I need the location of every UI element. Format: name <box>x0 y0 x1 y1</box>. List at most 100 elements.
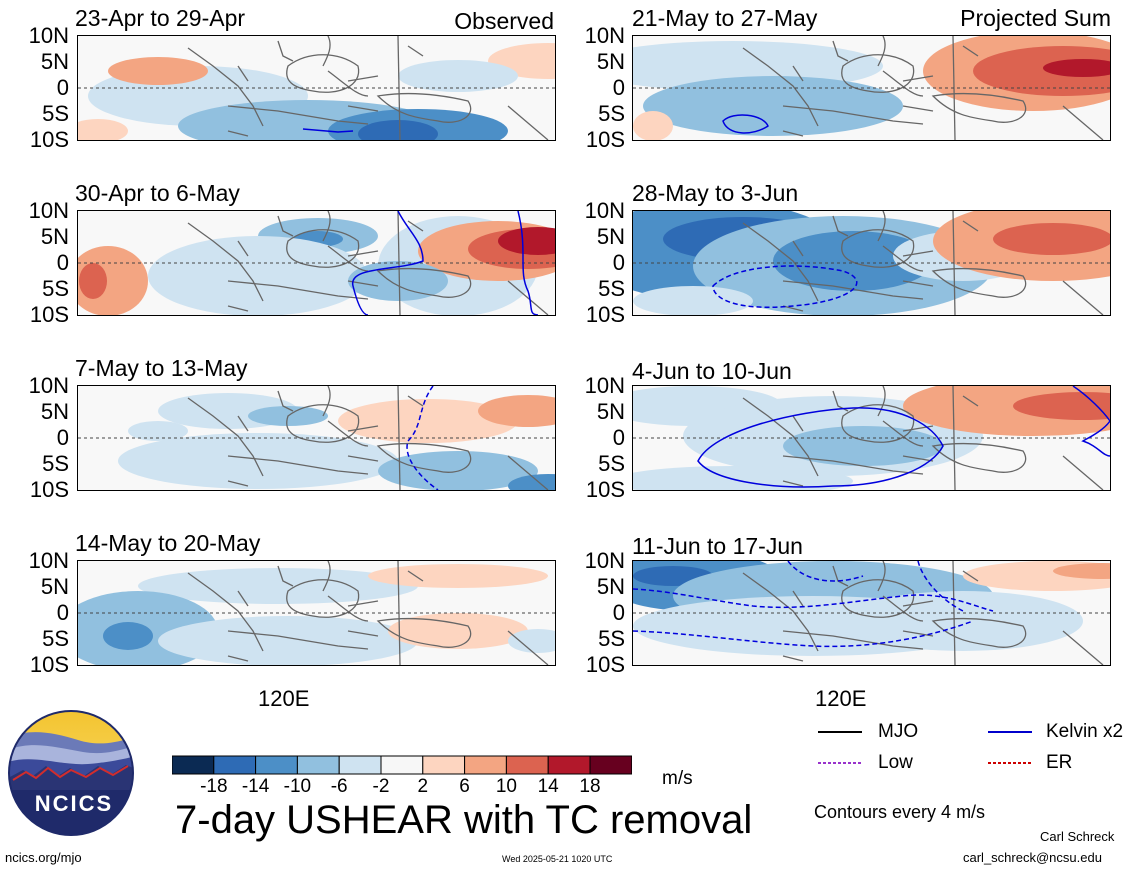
coastline <box>322 561 331 592</box>
anomaly-region <box>358 120 438 140</box>
kelvin-contour <box>633 620 974 648</box>
coastline <box>877 36 886 67</box>
coastline <box>187 222 264 302</box>
anomaly-field <box>78 564 555 665</box>
colorbar-tick-3: -6 <box>330 776 348 797</box>
coastline <box>742 47 819 127</box>
anomaly-region <box>378 451 538 490</box>
legend-label-er: ER <box>1046 752 1073 773</box>
coastline <box>347 455 379 462</box>
coastline <box>322 211 331 242</box>
coastline <box>507 455 549 490</box>
projected-label: Projected Sum <box>960 5 1111 31</box>
coastline <box>237 415 249 432</box>
coastline <box>962 220 979 232</box>
units-label: m/s <box>662 768 693 789</box>
kelvin-contour <box>302 128 354 133</box>
coastlines <box>742 36 1104 140</box>
colorbar-tick-8: 14 <box>537 776 559 797</box>
anomaly-region <box>843 591 1083 651</box>
coastline <box>782 655 804 662</box>
coastline <box>962 395 979 407</box>
coastline <box>376 617 472 648</box>
coastline <box>322 36 331 67</box>
lat-label: 10S <box>29 127 69 152</box>
panel-map-1 <box>77 35 556 141</box>
lon-label-left: 120E <box>258 686 310 711</box>
coastline <box>882 595 934 622</box>
coastline <box>237 240 249 257</box>
panel-map-4 <box>77 560 556 666</box>
anomaly-region <box>398 60 518 92</box>
coastline <box>407 220 424 232</box>
website-link[interactable]: ncics.org/mjo <box>5 850 82 865</box>
coastline <box>322 386 331 417</box>
anomaly-region <box>478 395 555 427</box>
colorbar-swatch-0 <box>172 755 215 775</box>
coastline <box>742 572 819 652</box>
panel-map-8 <box>632 560 1111 666</box>
coastline <box>792 240 804 257</box>
colorbar-swatch-9 <box>547 755 591 775</box>
lat-label: 5S <box>42 276 69 301</box>
coastline <box>882 420 934 447</box>
coastline <box>952 211 956 315</box>
colorbar-tick-4: -2 <box>372 776 390 797</box>
coastline <box>931 617 1027 648</box>
anomaly-region <box>1043 59 1110 77</box>
coastline <box>931 442 1027 473</box>
lat-label: 0 <box>612 75 625 100</box>
colorbar-tick-2: -10 <box>283 776 312 797</box>
lat-label: 5S <box>598 451 625 476</box>
coastline <box>237 590 249 607</box>
main-title: 7-day USHEAR with TC removal <box>175 798 753 842</box>
coastline <box>507 280 549 315</box>
panel-title-8: 11-Jun to 17-Jun <box>632 533 803 559</box>
coastline <box>286 404 360 443</box>
coastline <box>782 280 924 300</box>
colorbar-swatch-4 <box>338 755 382 775</box>
coastline <box>227 630 369 650</box>
lat-label: 5N <box>596 49 625 74</box>
coastline <box>227 280 369 300</box>
coastline <box>227 455 369 475</box>
anomaly-field <box>78 43 555 140</box>
lat-label: 0 <box>612 425 625 450</box>
author-name: Carl Schreck <box>1040 829 1115 844</box>
coastline <box>187 397 264 477</box>
coastline <box>407 45 424 57</box>
coastline <box>952 561 956 665</box>
anomaly-field <box>78 216 555 315</box>
anomaly-region <box>128 421 188 441</box>
colorbar-swatch-7 <box>464 755 507 775</box>
coastline <box>407 395 424 407</box>
coastline <box>902 280 934 287</box>
lat-label: 10N <box>584 23 625 48</box>
coastlines <box>187 386 549 490</box>
lat-label: 5N <box>40 574 69 599</box>
lat-label: 5S <box>42 626 69 651</box>
anomaly-region <box>79 263 107 299</box>
panel-svg-5 <box>633 36 1110 140</box>
panel-title-1: 23-Apr to 29-Apr <box>75 5 246 31</box>
kelvin-contour <box>352 211 424 315</box>
coastline <box>902 455 934 462</box>
anomaly-region <box>498 227 555 255</box>
anomaly-region <box>118 433 398 489</box>
anomaly-region <box>388 613 528 649</box>
panel-svg-4 <box>78 561 555 665</box>
colorbar-swatch-3 <box>296 755 340 775</box>
ncics-logo-text: NCICS <box>34 791 114 816</box>
coastline <box>286 54 360 93</box>
coastline <box>782 130 804 137</box>
panel-svg-7 <box>633 386 1110 490</box>
coastline <box>507 630 549 665</box>
coastlines <box>742 211 1104 315</box>
lat-label: 0 <box>56 250 69 275</box>
coastline <box>347 630 379 637</box>
anomaly-region <box>508 629 555 653</box>
coastline <box>227 655 249 662</box>
lat-label: 5N <box>40 399 69 424</box>
panel-svg-2 <box>78 211 555 315</box>
kelvin-contour <box>1072 386 1110 457</box>
